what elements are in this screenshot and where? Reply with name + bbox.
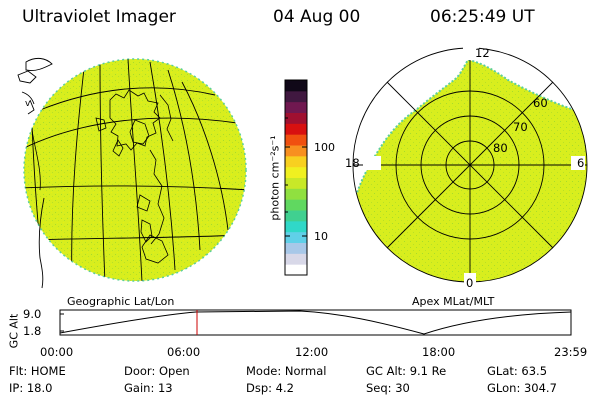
outer-coastlines [17, 57, 53, 289]
colorbar-swatch [285, 134, 307, 146]
colorbar-swatch [285, 166, 307, 178]
timeline-ytick-1: 1.8 [23, 324, 42, 338]
polar-grid [352, 47, 588, 283]
mlt-label-0: 0 [466, 276, 474, 290]
colorbar-swatch [285, 112, 307, 124]
colorbar-swatch [285, 188, 307, 200]
info-mode: Mode: Normal [246, 364, 327, 378]
info-door: Door: Open [124, 364, 190, 378]
colorbar-swatch [285, 155, 307, 168]
info-gain: Gain: 13 [124, 381, 173, 395]
timeline-ytick-9: 9.0 [23, 307, 42, 321]
mlat-label-70: 70 [513, 120, 528, 134]
altitude-timeline-plot [59, 309, 572, 336]
geographic-image-panel: v [17, 57, 247, 289]
colorbar-swatch [285, 253, 307, 265]
colorbar-swatch [285, 90, 307, 103]
colorbar-swatch [285, 80, 307, 92]
info-seq: Seq: 30 [366, 381, 410, 395]
timeline-xtick-0600: 06:00 [167, 345, 201, 359]
colorbar-unit-label: photon cm⁻²s⁻¹ [268, 135, 282, 221]
timeline-xtick-1800: 18:00 [422, 345, 456, 359]
timeline-xtick-0000: 00:00 [40, 345, 74, 359]
mlat-label-60: 60 [533, 96, 548, 110]
info-glat: GLat: 63.5 [487, 364, 548, 378]
colorbar-swatch [285, 210, 307, 222]
colorbar-frame [284, 79, 308, 276]
lat-lon-grid [24, 59, 246, 281]
mlat-label-80: 80 [493, 141, 508, 155]
colorbar-swatch [285, 145, 307, 157]
mlt-label-12: 12 [475, 46, 490, 60]
timeline-xtick-2359: 23:59 [554, 345, 588, 359]
date-line-marker: v [25, 99, 31, 109]
coastlines [31, 69, 174, 264]
mlt-label-6: 6 [577, 156, 585, 170]
info-gc-alt: GC Alt: 9.1 Re [366, 364, 447, 378]
polar-image-panel [352, 46, 588, 287]
info-flight: Flt: HOME [9, 364, 66, 378]
timeline-xtick-1200: 12:00 [295, 345, 329, 359]
info-ip: IP: 18.0 [9, 381, 53, 395]
image-date: 04 Aug 00 [273, 7, 361, 27]
image-time: 06:25:49 UT [430, 7, 535, 27]
colorbar-swatch [285, 220, 307, 233]
colorbar-swatch [285, 101, 307, 113]
colorbar-swatch [285, 123, 307, 135]
colorbar-swatch [285, 264, 307, 276]
altitude-curve [59, 310, 572, 335]
colorbar-swatch [285, 199, 307, 211]
colorbar [284, 79, 308, 276]
colorbar-swatch [285, 242, 307, 254]
colorbar-tick-10: 10 [314, 230, 328, 243]
colorbar-swatch [285, 231, 307, 243]
info-dsp: Dsp: 4.2 [246, 381, 294, 395]
geographic-panel-label: Geographic Lat/Lon [67, 295, 175, 308]
info-glon: GLon: 304.7 [487, 381, 557, 395]
polar-panel-label: Apex MLat/MLT [412, 295, 495, 308]
mlt-label-18: 18 [345, 156, 360, 170]
instrument-title: Ultraviolet Imager [22, 7, 176, 27]
disk-edge [23, 58, 247, 282]
colorbar-swatch [285, 177, 307, 189]
colorbar-tick-100: 100 [314, 141, 335, 154]
timeline-frame [59, 309, 572, 336]
timeline-y-label: GC Alt [7, 313, 21, 349]
colorbar-scale [285, 80, 307, 276]
